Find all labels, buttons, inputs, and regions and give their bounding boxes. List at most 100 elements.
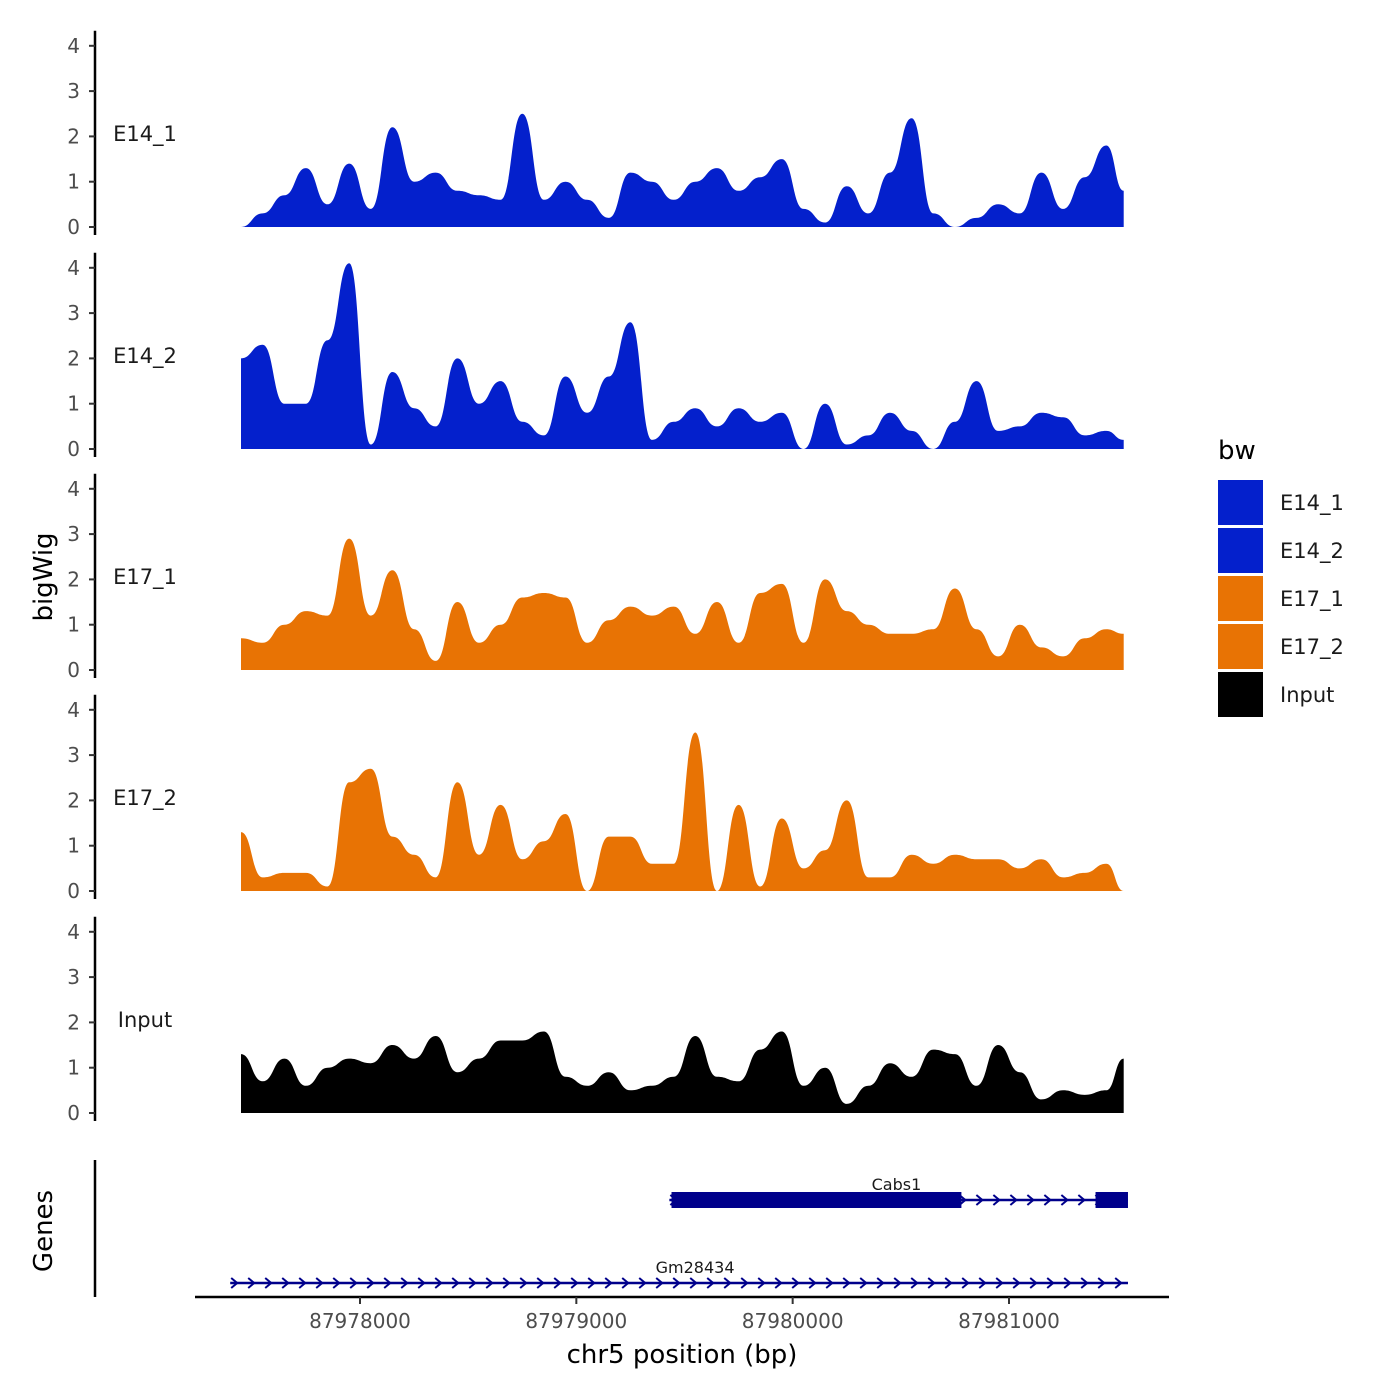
- x-tick-label: 87979000: [525, 1309, 627, 1333]
- legend-label: E17_2: [1280, 635, 1344, 660]
- y-tick-label: 4: [67, 698, 80, 722]
- y-tick-label: 0: [67, 215, 80, 239]
- strand-chevron: [975, 1194, 984, 1206]
- strand-chevron: [298, 1277, 307, 1289]
- y-tick-label: 0: [67, 437, 80, 461]
- y-tick-label: 2: [67, 346, 80, 370]
- strand-chevron: [1043, 1194, 1052, 1206]
- strand-chevron: [638, 1277, 647, 1289]
- strand-chevron: [332, 1277, 341, 1289]
- legend-label: E14_2: [1280, 539, 1344, 564]
- strand-chevron: [230, 1277, 239, 1289]
- y-tick-label: 4: [67, 920, 80, 944]
- strand-chevron: [1080, 1277, 1089, 1289]
- strand-chevron: [451, 1277, 460, 1289]
- y-tick-label: 4: [67, 256, 80, 280]
- legend-key-E17_2: [1218, 624, 1263, 669]
- coverage-area-E17_2: [241, 732, 1124, 891]
- gene-Cabs1: Cabs1: [669, 1175, 1128, 1208]
- strand-chevron: [621, 1277, 630, 1289]
- strand-chevron: [366, 1277, 375, 1289]
- coverage-area-E17_1: [241, 538, 1124, 670]
- gene-exon: [671, 1192, 962, 1208]
- strand-chevron: [400, 1277, 409, 1289]
- x-tick-label: 87981000: [958, 1309, 1060, 1333]
- strand-chevron: [842, 1277, 851, 1289]
- coverage-tracks: 0 1 2 3 4 E14_1 0 1 2 3 4 E14_2 0 1 2 3 4 E17_1 0 1 2 3 4 E17_2…: [67, 30, 1124, 1125]
- strand-chevron: [417, 1277, 426, 1289]
- y-tick-label: 2: [67, 1010, 80, 1034]
- legend-label: Input: [1280, 683, 1334, 707]
- strand-chevron: [978, 1277, 987, 1289]
- track-E14_2: 0 1 2 3 4 E14_2: [67, 252, 1124, 461]
- track-Input: 0 1 2 3 4 Input: [67, 916, 1124, 1125]
- strand-chevron: [604, 1277, 613, 1289]
- legend-key-E17_1: [1218, 576, 1263, 621]
- coverage-area-E14_1: [241, 113, 1124, 227]
- strand-chevron: [927, 1277, 936, 1289]
- x-tick-label: 87978000: [309, 1309, 411, 1333]
- legend-label: E17_1: [1280, 587, 1344, 612]
- y-tick-label: 1: [67, 613, 80, 637]
- y-tick-label: 3: [67, 743, 80, 767]
- strand-chevron: [281, 1277, 290, 1289]
- strand-chevron: [825, 1277, 834, 1289]
- x-tick-label: 87980000: [742, 1309, 844, 1333]
- strand-chevron: [774, 1277, 783, 1289]
- x-axis-title: chr5 position (bp): [567, 1340, 798, 1370]
- gene-annotation-track: Cabs1 Gm28434: [93, 1160, 1128, 1297]
- strand-chevron: [723, 1277, 732, 1289]
- y-axis-title: bigWig: [29, 532, 59, 621]
- strand-chevron: [876, 1277, 885, 1289]
- y-tick-label: 3: [67, 301, 80, 325]
- track-label: E17_1: [113, 565, 177, 590]
- genes-axis-title: Genes: [29, 1190, 59, 1272]
- gene-Gm28434: Gm28434: [230, 1258, 1128, 1289]
- strand-chevron: [1077, 1194, 1086, 1206]
- strand-chevron: [655, 1277, 664, 1289]
- strand-chevron: [961, 1277, 970, 1289]
- strand-chevron: [1114, 1277, 1123, 1289]
- strand-chevron: [992, 1194, 1001, 1206]
- strand-chevron: [808, 1277, 817, 1289]
- y-tick-label: 4: [67, 477, 80, 501]
- strand-chevron: [689, 1277, 698, 1289]
- strand-chevron: [502, 1277, 511, 1289]
- strand-chevron: [587, 1277, 596, 1289]
- track-label: Input: [118, 1008, 172, 1032]
- strand-chevron: [536, 1277, 545, 1289]
- legend: bw E14_1 E14_2 E17_1 E17_2 Input: [1218, 436, 1344, 717]
- strand-chevron: [893, 1277, 902, 1289]
- strand-chevron: [1063, 1277, 1072, 1289]
- strand-chevron: [349, 1277, 358, 1289]
- legend-title: bw: [1218, 436, 1256, 466]
- strand-chevron: [570, 1277, 579, 1289]
- coverage-area-E14_2: [241, 263, 1124, 449]
- strand-chevron: [519, 1277, 528, 1289]
- track-label: E14_2: [113, 344, 177, 369]
- legend-label: E14_1: [1280, 491, 1344, 516]
- y-tick-label: 3: [67, 522, 80, 546]
- track-E17_2: 0 1 2 3 4 E17_2: [67, 694, 1124, 903]
- strand-chevron: [553, 1277, 562, 1289]
- legend-key-Input: [1218, 672, 1263, 717]
- gene-name-label: Cabs1: [872, 1175, 922, 1194]
- strand-chevron: [757, 1277, 766, 1289]
- y-tick-label: 0: [67, 658, 80, 682]
- strand-chevron: [1026, 1194, 1035, 1206]
- strand-chevron: [264, 1277, 273, 1289]
- gene-name-label: Gm28434: [656, 1258, 735, 1277]
- y-tick-label: 2: [67, 124, 80, 148]
- x-axis: 87978000 87979000 87980000 87981000: [195, 1295, 1169, 1333]
- y-tick-label: 2: [67, 788, 80, 812]
- strand-chevron: [1046, 1277, 1055, 1289]
- strand-chevron: [468, 1277, 477, 1289]
- strand-chevron: [740, 1277, 749, 1289]
- strand-chevron: [995, 1277, 1004, 1289]
- y-tick-label: 1: [67, 170, 80, 194]
- y-tick-label: 4: [67, 34, 80, 58]
- coverage-area-Input: [241, 1031, 1124, 1113]
- track-E14_1: 0 1 2 3 4 E14_1: [67, 30, 1124, 239]
- track-label: E14_1: [113, 122, 177, 147]
